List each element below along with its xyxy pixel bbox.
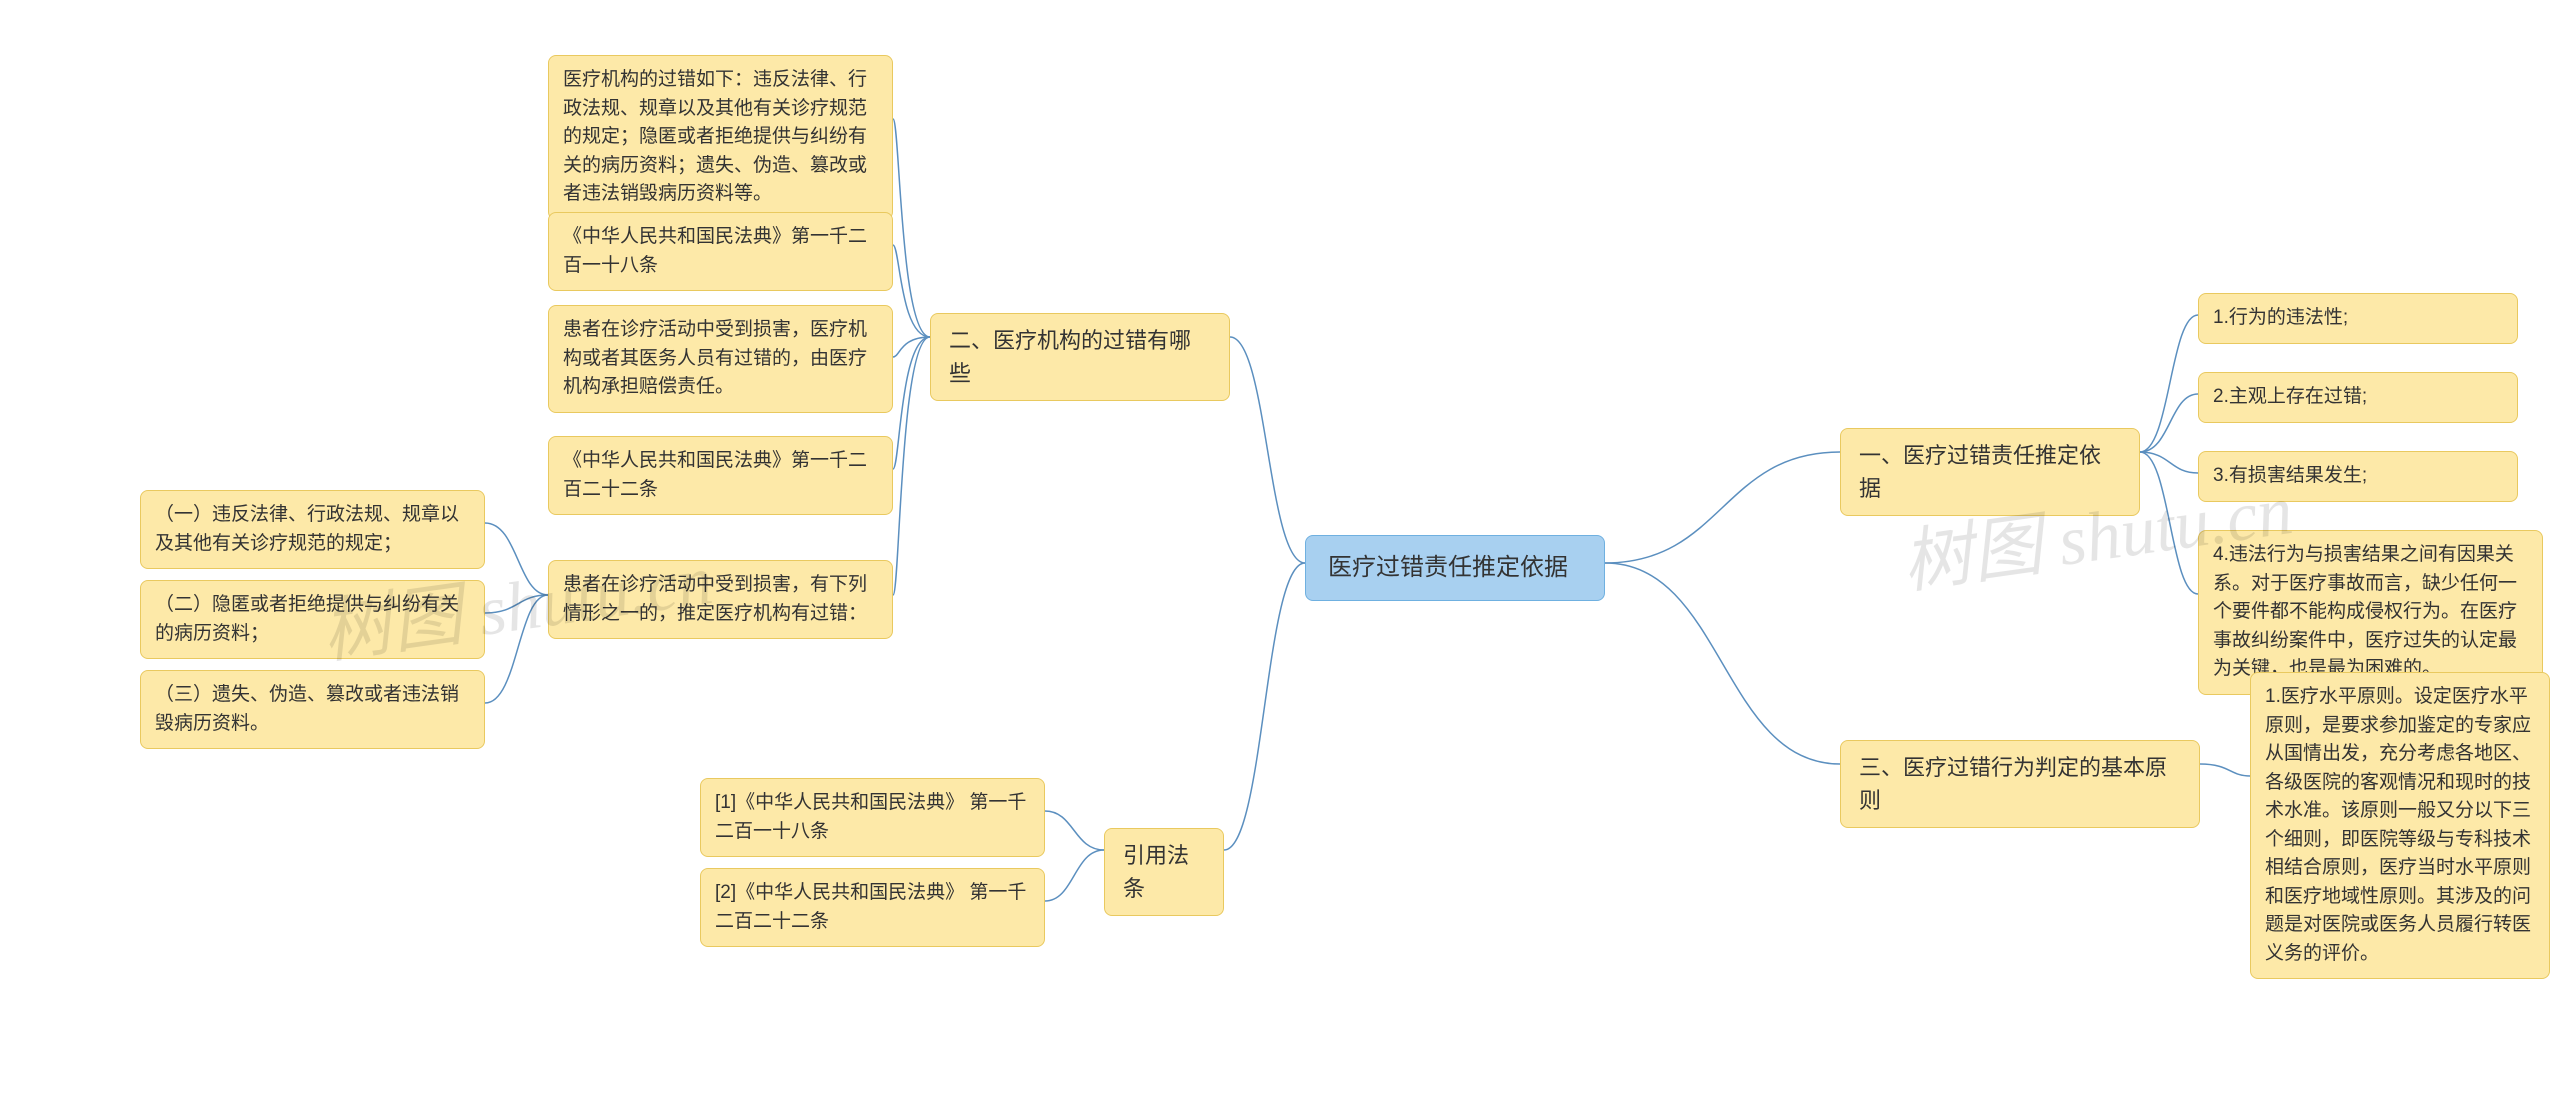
leaf-2-0: 医疗机构的过错如下：违反法律、行政法规、规章以及其他有关诊疗规范的规定；隐匿或者… bbox=[548, 55, 893, 220]
branch-3: 引用法条 bbox=[1104, 828, 1224, 916]
leaf-2-3: 《中华人民共和国民法典》第一千二百二十二条 bbox=[548, 436, 893, 515]
mindmap-root: 医疗过错责任推定依据 bbox=[1305, 535, 1605, 601]
leaf-2-4-0: （一）违反法律、行政法规、规章以及其他有关诊疗规范的规定； bbox=[140, 490, 485, 569]
leaf-2-4-1: （二）隐匿或者拒绝提供与纠纷有关的病历资料； bbox=[140, 580, 485, 659]
leaf-3-0: [1]《中华人民共和国民法典》 第一千二百一十八条 bbox=[700, 778, 1045, 857]
leaf-2-2: 患者在诊疗活动中受到损害，医疗机构或者其医务人员有过错的，由医疗机构承担赔偿责任… bbox=[548, 305, 893, 413]
leaf-0-1: 2.主观上存在过错; bbox=[2198, 372, 2518, 423]
leaf-1-0: 1.医疗水平原则。设定医疗水平原则，是要求参加鉴定的专家应从国情出发，充分考虑各… bbox=[2250, 672, 2550, 979]
branch-1: 三、医疗过错行为判定的基本原则 bbox=[1840, 740, 2200, 828]
leaf-0-3: 4.违法行为与损害结果之间有因果关系。对于医疗事故而言，缺少任何一个要件都不能构… bbox=[2198, 530, 2543, 695]
leaf-2-1: 《中华人民共和国民法典》第一千二百一十八条 bbox=[548, 212, 893, 291]
leaf-0-2: 3.有损害结果发生; bbox=[2198, 451, 2518, 502]
leaf-2-4: 患者在诊疗活动中受到损害，有下列情形之一的，推定医疗机构有过错： bbox=[548, 560, 893, 639]
branch-0: 一、医疗过错责任推定依据 bbox=[1840, 428, 2140, 516]
branch-2: 二、医疗机构的过错有哪些 bbox=[930, 313, 1230, 401]
leaf-2-4-2: （三）遗失、伪造、篡改或者违法销毁病历资料。 bbox=[140, 670, 485, 749]
leaf-0-0: 1.行为的违法性; bbox=[2198, 293, 2518, 344]
leaf-3-1: [2]《中华人民共和国民法典》 第一千二百二十二条 bbox=[700, 868, 1045, 947]
